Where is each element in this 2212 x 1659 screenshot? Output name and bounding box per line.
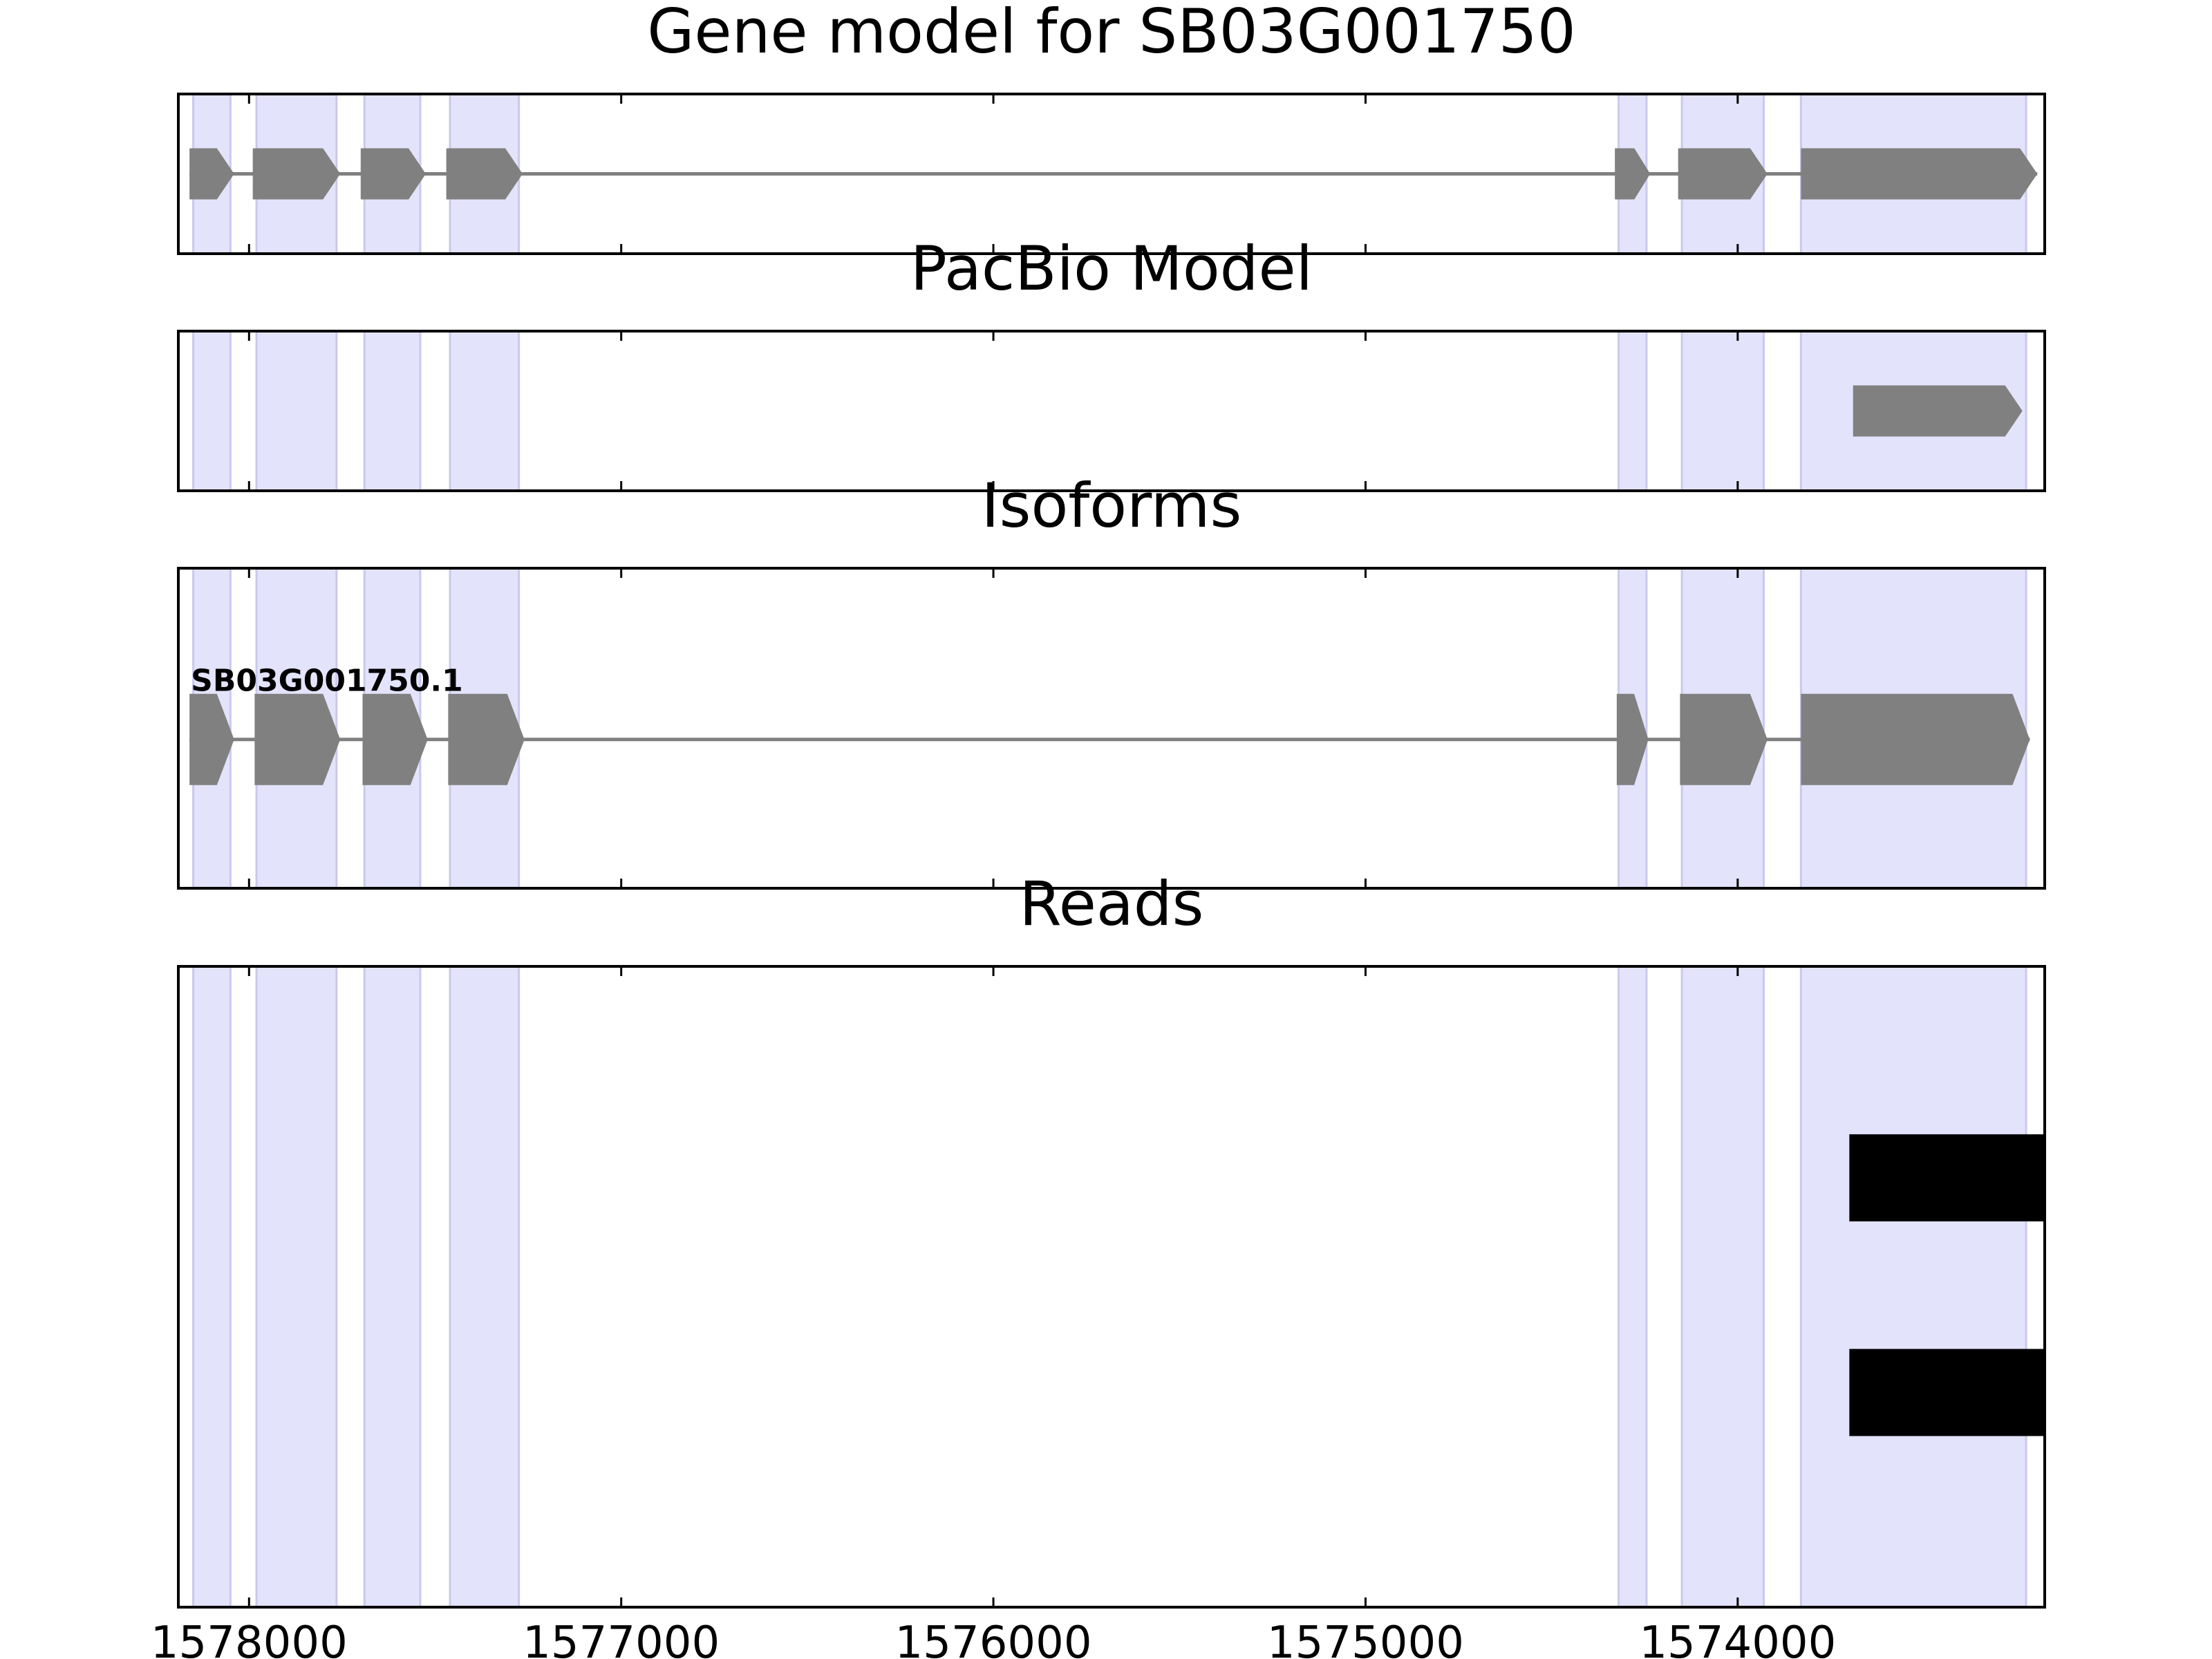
exon-highlight-band xyxy=(1618,965,1648,1609)
isoform-exon xyxy=(1801,693,2030,785)
gene-exon xyxy=(360,148,427,200)
x-tick-label: 1575000 xyxy=(1267,1618,1464,1659)
pacbio-model-panel: PacBio Model xyxy=(177,233,2046,492)
pacbio-model-title: PacBio Model xyxy=(910,233,1313,304)
gene-model-ticks xyxy=(247,94,1739,254)
isoforms-frame xyxy=(177,567,2046,890)
exon-highlight-band xyxy=(449,330,521,492)
x-tick-label: 1574000 xyxy=(1639,1618,1836,1659)
pacbio-exon xyxy=(1853,385,2023,437)
pacbio-model-ticks xyxy=(247,331,1739,491)
isoform-exon xyxy=(448,693,525,785)
pacbio-model-frame xyxy=(177,330,2046,492)
isoform-features xyxy=(189,693,2030,785)
x-tick-label: 1577000 xyxy=(523,1618,720,1659)
reads-ticks xyxy=(247,966,1739,1607)
isoform-exon xyxy=(1616,693,1649,785)
exon-highlight-band xyxy=(1680,965,1765,1609)
isoforms-ticks xyxy=(247,568,1739,888)
gene-model-panel: Gene model for SB03G001750 xyxy=(177,0,2046,255)
isoform-label: SB03G001750.1 xyxy=(191,664,463,699)
isoform-exon xyxy=(189,693,234,785)
read-bar xyxy=(1849,1134,2045,1221)
gene-exon xyxy=(1615,148,1651,200)
gene-exon xyxy=(1678,148,1768,200)
gene-model-title: Gene model for SB03G001750 xyxy=(647,0,1576,67)
exon-highlight-band xyxy=(192,965,232,1609)
isoforms-title: Isoforms xyxy=(982,470,1242,541)
gene-exon xyxy=(1801,148,2038,200)
exon-highlight-band xyxy=(363,330,422,492)
exon-highlight-band xyxy=(363,965,422,1609)
exon-highlight-band xyxy=(1618,330,1648,492)
gene-exon xyxy=(252,148,341,200)
reads-frame xyxy=(177,965,2046,1609)
exon-highlight-band xyxy=(255,965,338,1609)
gene-model-frame xyxy=(177,93,2046,255)
exon-highlight-band xyxy=(255,330,338,492)
x-tick-label: 1578000 xyxy=(151,1618,348,1659)
exon-highlight-band xyxy=(1799,965,2027,1609)
reads-panel: Reads xyxy=(177,868,2046,1609)
gene-model-features xyxy=(189,148,2038,200)
exon-highlight-band xyxy=(449,965,521,1609)
x-tick-label: 1576000 xyxy=(895,1618,1092,1659)
exon-highlight-band xyxy=(1680,330,1765,492)
isoforms-panel: Isoforms SB03G001750.1 xyxy=(177,470,2046,890)
isoform-exon xyxy=(1680,693,1768,785)
pacbio-model-features xyxy=(1853,385,2023,437)
read-features xyxy=(1849,1134,2045,1436)
isoform-exon xyxy=(362,693,428,785)
x-axis-tick-labels: 1578000 1577000 1576000 1575000 1574000 xyxy=(151,1618,1837,1659)
exon-highlights xyxy=(192,965,2027,1609)
gene-exon xyxy=(446,148,523,200)
isoform-exon xyxy=(254,693,341,785)
exon-highlight-band xyxy=(192,330,232,492)
read-bar xyxy=(1849,1349,2045,1436)
gene-exon xyxy=(189,148,234,200)
reads-title: Reads xyxy=(1020,868,1204,939)
